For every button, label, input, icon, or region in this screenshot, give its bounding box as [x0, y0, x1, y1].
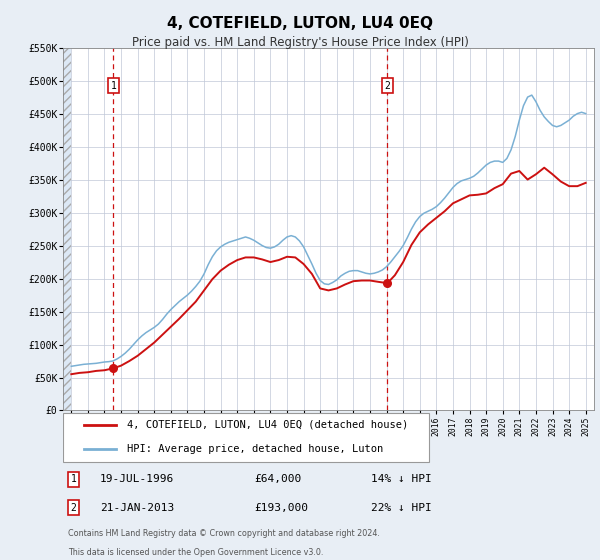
Text: 22% ↓ HPI: 22% ↓ HPI	[371, 502, 432, 512]
Text: Contains HM Land Registry data © Crown copyright and database right 2024.: Contains HM Land Registry data © Crown c…	[68, 529, 380, 538]
Text: 4, COTEFIELD, LUTON, LU4 0EQ (detached house): 4, COTEFIELD, LUTON, LU4 0EQ (detached h…	[127, 420, 408, 430]
Text: 1: 1	[71, 474, 77, 484]
Text: £64,000: £64,000	[254, 474, 301, 484]
Text: £193,000: £193,000	[254, 502, 308, 512]
FancyBboxPatch shape	[63, 413, 430, 462]
Text: 2: 2	[71, 502, 77, 512]
Text: 19-JUL-1996: 19-JUL-1996	[100, 474, 175, 484]
Text: 14% ↓ HPI: 14% ↓ HPI	[371, 474, 432, 484]
Bar	[63, 48, 71, 410]
Text: HPI: Average price, detached house, Luton: HPI: Average price, detached house, Luto…	[127, 444, 383, 454]
Text: 4, COTEFIELD, LUTON, LU4 0EQ: 4, COTEFIELD, LUTON, LU4 0EQ	[167, 16, 433, 31]
Text: 1: 1	[110, 81, 116, 91]
Text: Price paid vs. HM Land Registry's House Price Index (HPI): Price paid vs. HM Land Registry's House …	[131, 36, 469, 49]
Bar	[71, 48, 594, 410]
Text: 21-JAN-2013: 21-JAN-2013	[100, 502, 175, 512]
Text: 2: 2	[385, 81, 391, 91]
Text: This data is licensed under the Open Government Licence v3.0.: This data is licensed under the Open Gov…	[68, 548, 323, 557]
